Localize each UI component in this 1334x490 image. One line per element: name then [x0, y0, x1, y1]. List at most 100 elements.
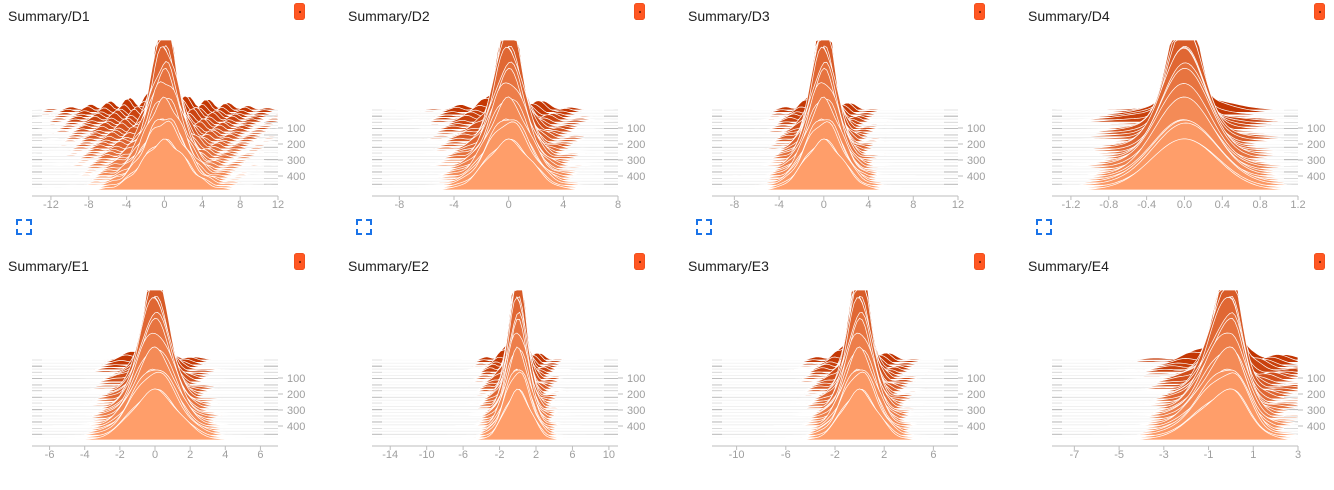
x-tick-label: -6 [45, 449, 55, 461]
ridge-step [712, 317, 958, 409]
ridge-step [372, 300, 618, 385]
pin-icon[interactable] [294, 3, 305, 20]
y-tick-label: 400 [287, 421, 305, 433]
card-title: Summary/D1 [8, 8, 90, 24]
y-tick-label: 400 [1307, 421, 1325, 433]
card-d3: Summary/D3 -8 -4 0 4 8 12 100 200 300 400 [680, 0, 1010, 240]
y-tick-label: 300 [1307, 155, 1325, 167]
x-tick-label: -2 [495, 449, 505, 461]
fullscreen-icon[interactable] [16, 219, 32, 235]
fullscreen-icon[interactable] [696, 219, 712, 235]
pin-icon[interactable] [1314, 253, 1325, 270]
x-tick-label: 1.2 [1290, 199, 1305, 211]
x-axis: -14 -10 -6 -2 2 6 10 [372, 445, 618, 461]
histogram-grid: Summary/D1 -12 -8 -4 0 4 8 12 100 200 300 400 Summ… [8, 0, 1325, 461]
pin-icon[interactable] [634, 253, 645, 270]
ridge-step [372, 138, 618, 191]
x-tick-label: -6 [458, 449, 468, 461]
ridge-step [372, 388, 618, 441]
y-tick-label: 400 [967, 171, 985, 183]
x-tick-label: -4 [122, 199, 132, 211]
y-tick-label: 200 [287, 139, 305, 151]
ridge-step [372, 289, 618, 366]
pin-icon[interactable] [294, 253, 305, 270]
card-title: Summary/E3 [688, 258, 769, 274]
x-tick-label: 0 [161, 199, 167, 211]
ridge-step [372, 296, 618, 397]
ridge-step [372, 332, 618, 417]
x-tick-label: -6 [781, 449, 791, 461]
y-tick-label: 300 [287, 155, 305, 167]
histogram-plot: -8 -4 0 4 8 12 100 200 300 400 [712, 39, 985, 211]
card-title: Summary/D3 [688, 8, 770, 24]
ridge-step [372, 289, 618, 380]
card-title: Summary/D2 [348, 8, 430, 24]
x-tick-label: 0.0 [1177, 199, 1192, 211]
ridge-step [372, 289, 618, 371]
x-tick-label: -0.4 [1137, 199, 1156, 211]
x-tick-label: 2 [533, 449, 539, 461]
pin-icon[interactable] [634, 3, 645, 20]
card-title: Summary/E2 [348, 258, 429, 274]
ridge-step [372, 341, 618, 414]
y-tick-label: 100 [1307, 123, 1325, 135]
fullscreen-icon[interactable] [1036, 219, 1052, 235]
ridge-series [372, 39, 619, 191]
histogram-plot: -12 -8 -4 0 4 8 12 100 200 300 400 [31, 39, 305, 211]
y-tick-label: 300 [287, 405, 305, 417]
y-tick-label: 300 [967, 155, 985, 167]
ridge-step [372, 346, 618, 426]
pin-icon[interactable] [974, 3, 985, 20]
ridge-step [712, 296, 958, 397]
y-tick-label: 200 [287, 389, 305, 401]
y-tick-label: 400 [627, 171, 645, 183]
y-tick-label: 100 [627, 123, 645, 135]
ridge-step [712, 289, 958, 380]
card-e3: Summary/E3 -10 -6 -2 2 6 100 200 300 400 [680, 250, 1010, 490]
y-axis: 100 200 300 400 [278, 373, 305, 433]
x-tick-label: -4 [449, 199, 459, 211]
y-tick-label: 100 [1307, 373, 1325, 385]
x-tick-label: -0.8 [1099, 199, 1118, 211]
card-e4: Summary/E4 -7 -5 -3 -1 1 3 100 200 300 400 [1020, 250, 1334, 490]
y-tick-label: 400 [1307, 171, 1325, 183]
ridge-step [32, 388, 278, 441]
x-tick-label: 6 [257, 449, 263, 461]
x-tick-label: -1 [1204, 449, 1214, 461]
x-tick-label: -10 [729, 449, 745, 461]
y-tick-label: 100 [967, 123, 985, 135]
x-tick-label: -1.2 [1061, 199, 1080, 211]
x-tick-label: 4 [222, 449, 228, 461]
ridge-series [712, 289, 958, 441]
histogram-plot: -14 -10 -6 -2 2 6 10 100 200 300 400 [372, 289, 645, 461]
x-tick-label: 4 [865, 199, 871, 211]
ridge-step [712, 295, 958, 392]
y-tick-label: 300 [1307, 405, 1325, 417]
ridge-step [372, 293, 618, 388]
y-axis: 100 200 300 400 [278, 123, 305, 183]
x-tick-label: 6 [930, 449, 936, 461]
ridge-step [372, 289, 618, 383]
ridge-step [712, 388, 958, 441]
ridge-step [372, 326, 618, 402]
pin-icon[interactable] [974, 253, 985, 270]
y-axis: 100 200 300 400 [618, 373, 645, 433]
ridge-step [372, 368, 618, 429]
pin-icon[interactable] [1314, 3, 1325, 20]
ridge-series [1051, 39, 1299, 191]
ridge-step [372, 369, 618, 434]
ridge-step [372, 349, 618, 419]
x-axis: -12 -8 -4 0 4 8 12 [32, 195, 284, 211]
x-axis: -6 -4 -2 0 2 4 6 [32, 445, 278, 461]
x-tick-label: -4 [80, 449, 90, 461]
ridge-step [1052, 289, 1299, 361]
y-tick-label: 400 [287, 171, 305, 183]
y-axis: 100 200 300 400 [1298, 123, 1325, 183]
ridge-step [32, 138, 278, 191]
ridge-step [372, 289, 618, 363]
ridge-step [1052, 138, 1299, 191]
y-axis: 100 200 300 400 [958, 373, 985, 433]
y-tick-label: 300 [627, 405, 645, 417]
x-tick-label: 2 [881, 449, 887, 461]
fullscreen-icon[interactable] [356, 219, 372, 235]
